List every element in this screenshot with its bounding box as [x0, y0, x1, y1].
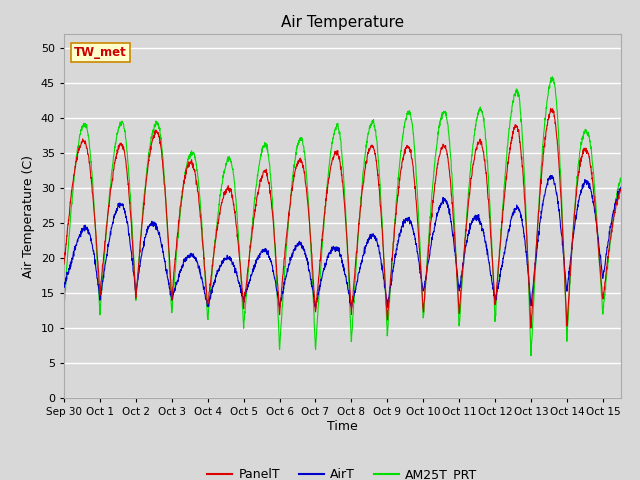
- Legend: PanelT, AirT, AM25T_PRT: PanelT, AirT, AM25T_PRT: [202, 463, 483, 480]
- X-axis label: Time: Time: [327, 420, 358, 433]
- Text: TW_met: TW_met: [74, 47, 127, 60]
- Title: Air Temperature: Air Temperature: [281, 15, 404, 30]
- Y-axis label: Air Temperature (C): Air Temperature (C): [22, 155, 35, 277]
